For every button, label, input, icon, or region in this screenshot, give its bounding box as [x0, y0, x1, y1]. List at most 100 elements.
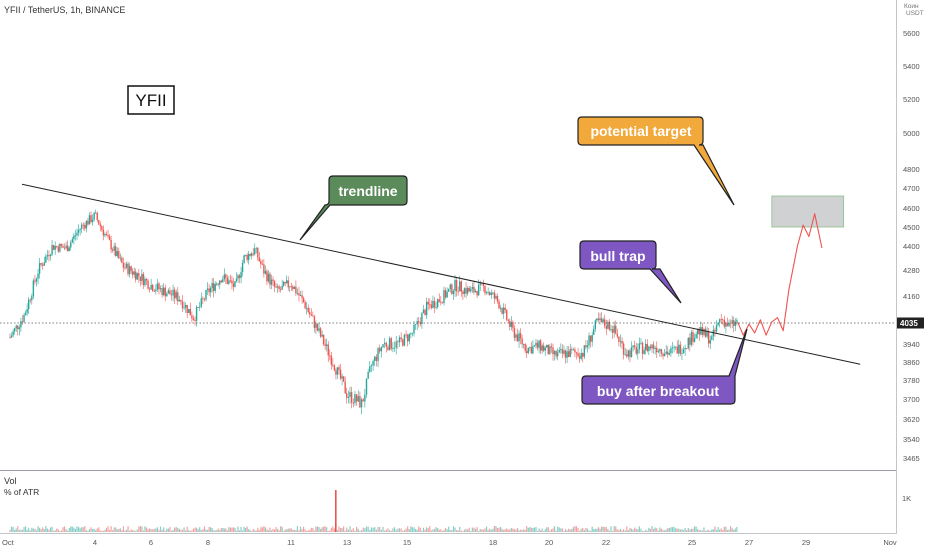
candle-body	[127, 263, 129, 275]
candle-body	[234, 281, 236, 287]
candle-body	[701, 327, 704, 335]
candle-body	[63, 247, 66, 249]
candle-body	[264, 271, 267, 274]
volume-bar	[437, 528, 439, 532]
candle-body	[349, 392, 351, 398]
candle-body	[38, 263, 41, 274]
price-axis[interactable]: 5600 5400 5200 5000 4800 4700 4600 4500 4400 4280…	[903, 29, 920, 463]
candle-body	[600, 318, 603, 322]
candle-body	[444, 290, 447, 298]
volume-bar	[408, 529, 410, 532]
volume-bar	[503, 529, 505, 532]
candle-body	[208, 288, 210, 293]
volume-bar	[213, 530, 215, 532]
candle-body	[586, 345, 589, 348]
currency-label: USDT	[906, 10, 924, 17]
candle-body	[640, 342, 642, 344]
volume-bar	[273, 529, 276, 532]
candle-body	[599, 318, 601, 321]
candle-body	[316, 323, 319, 331]
time-tick-label: Oct	[2, 538, 15, 547]
candle-body	[254, 248, 256, 255]
candle-body	[526, 350, 528, 354]
candle-body	[341, 376, 343, 379]
projection-path[interactable]	[737, 213, 823, 336]
volume-bar	[307, 530, 309, 532]
candle-body	[558, 349, 560, 353]
candle-body	[460, 281, 463, 292]
candle-body	[289, 286, 291, 288]
volume-bar	[359, 530, 361, 532]
volume-bar	[344, 530, 346, 532]
volume-bar	[579, 530, 581, 532]
volume-bar	[558, 527, 560, 532]
trendline-callout[interactable]: trendline	[299, 175, 408, 241]
volume-bar	[593, 529, 595, 532]
volume-bar	[205, 529, 207, 532]
volume-bar	[402, 530, 404, 532]
candle-body	[286, 280, 288, 284]
candle-body	[403, 334, 406, 346]
volume-bar	[287, 528, 289, 532]
time-axis[interactable]: Oct 4 6 8 11 13 15 18 20 22 25 27 29 Nov	[2, 538, 897, 547]
volume-bar	[295, 530, 297, 532]
candle-body	[226, 278, 229, 284]
volume-bar	[711, 529, 713, 532]
volume-bar	[557, 526, 559, 532]
target-zone[interactable]	[771, 195, 845, 228]
volume-bar	[264, 527, 267, 532]
candle-body	[228, 280, 230, 284]
volume-bar	[723, 526, 725, 532]
volume-bar	[429, 526, 431, 532]
candle-body	[10, 335, 13, 338]
breakout-callout[interactable]: buy after breakout	[581, 328, 748, 405]
volume-pane[interactable]: Vol % of ATR 1K	[4, 476, 911, 532]
candlestick-series	[9, 209, 738, 415]
candle-body	[121, 257, 123, 263]
volume-bar	[326, 527, 328, 532]
candle-body	[718, 319, 721, 323]
candle-body	[266, 271, 268, 282]
volume-bar	[443, 529, 445, 532]
volume-bar	[518, 530, 520, 532]
candle-body	[150, 284, 152, 290]
candle-body	[220, 280, 222, 283]
volume-bar	[283, 530, 285, 532]
candle-body	[662, 353, 664, 357]
volume-bar	[293, 529, 295, 532]
volume-bar	[460, 530, 462, 532]
volume-bar	[84, 526, 86, 532]
bull-trap-callout[interactable]: bull trap	[579, 240, 682, 304]
target-callout[interactable]: potential target	[577, 116, 735, 206]
candle-body	[380, 347, 383, 352]
volume-bar	[177, 528, 179, 532]
candle-body	[105, 234, 108, 235]
volume-bar	[495, 526, 497, 532]
candle-body	[45, 256, 47, 263]
volume-bar	[530, 527, 532, 532]
volume-bar	[400, 528, 402, 532]
time-tick-label: 15	[403, 538, 411, 547]
time-tick-label: 25	[688, 538, 696, 547]
candle-body	[231, 280, 233, 284]
volume-bar	[172, 529, 174, 532]
candle-body	[463, 288, 466, 295]
ticker-box[interactable]: YFII	[127, 85, 175, 115]
volume-bar	[413, 527, 415, 532]
volume-bar	[673, 526, 675, 532]
volume-bar	[640, 528, 642, 532]
trendline-drawing[interactable]	[21, 183, 861, 365]
volume-bar	[651, 526, 653, 532]
volume-bar	[336, 529, 339, 532]
volume-bar	[95, 530, 97, 532]
candle-body	[321, 334, 323, 337]
candle-body	[413, 324, 415, 334]
candle-body	[385, 342, 387, 347]
price-tick-label: 3940	[903, 340, 920, 349]
candle-body	[332, 364, 334, 366]
candle-body	[209, 288, 212, 293]
volume-bar	[186, 526, 188, 532]
volume-bar	[232, 527, 235, 532]
candle-body	[66, 245, 69, 252]
